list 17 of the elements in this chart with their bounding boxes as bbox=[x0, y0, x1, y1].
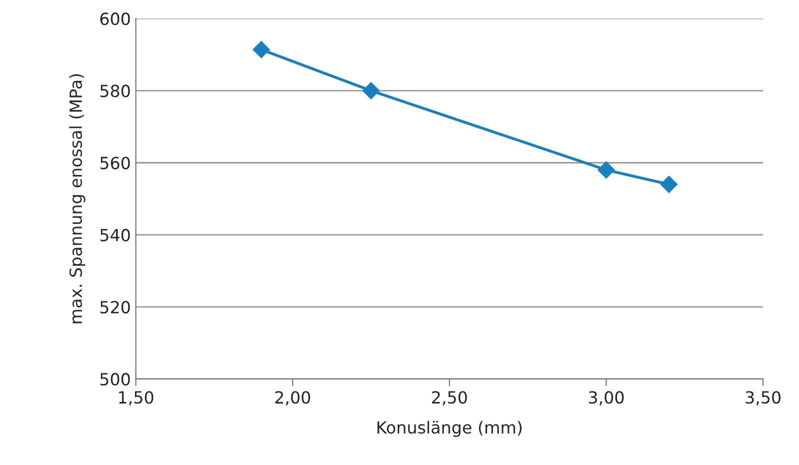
y-tick-label: 540 bbox=[100, 228, 130, 242]
x-tick-label: 3,00 bbox=[588, 391, 624, 406]
y-tick-label: 580 bbox=[100, 84, 130, 98]
y-tick-label: 500 bbox=[100, 372, 130, 386]
point bbox=[252, 41, 270, 58]
y-tick-label: 600 bbox=[100, 12, 130, 26]
point bbox=[362, 82, 380, 100]
x-tick-label: 1,50 bbox=[119, 391, 154, 406]
y-axis-title: max. Spannung enossal (MPa) bbox=[69, 74, 86, 324]
x-axis-title: Konuslänge (mm) bbox=[378, 420, 522, 437]
point bbox=[598, 161, 615, 179]
y-tick-label: 520 bbox=[100, 300, 130, 314]
x-tick-label: 3,50 bbox=[746, 391, 780, 406]
x-tick-label: 2,50 bbox=[432, 391, 467, 406]
y-tick-label: 560 bbox=[100, 156, 130, 170]
point bbox=[660, 176, 678, 193]
x-tick-label: 2,00 bbox=[275, 391, 310, 406]
